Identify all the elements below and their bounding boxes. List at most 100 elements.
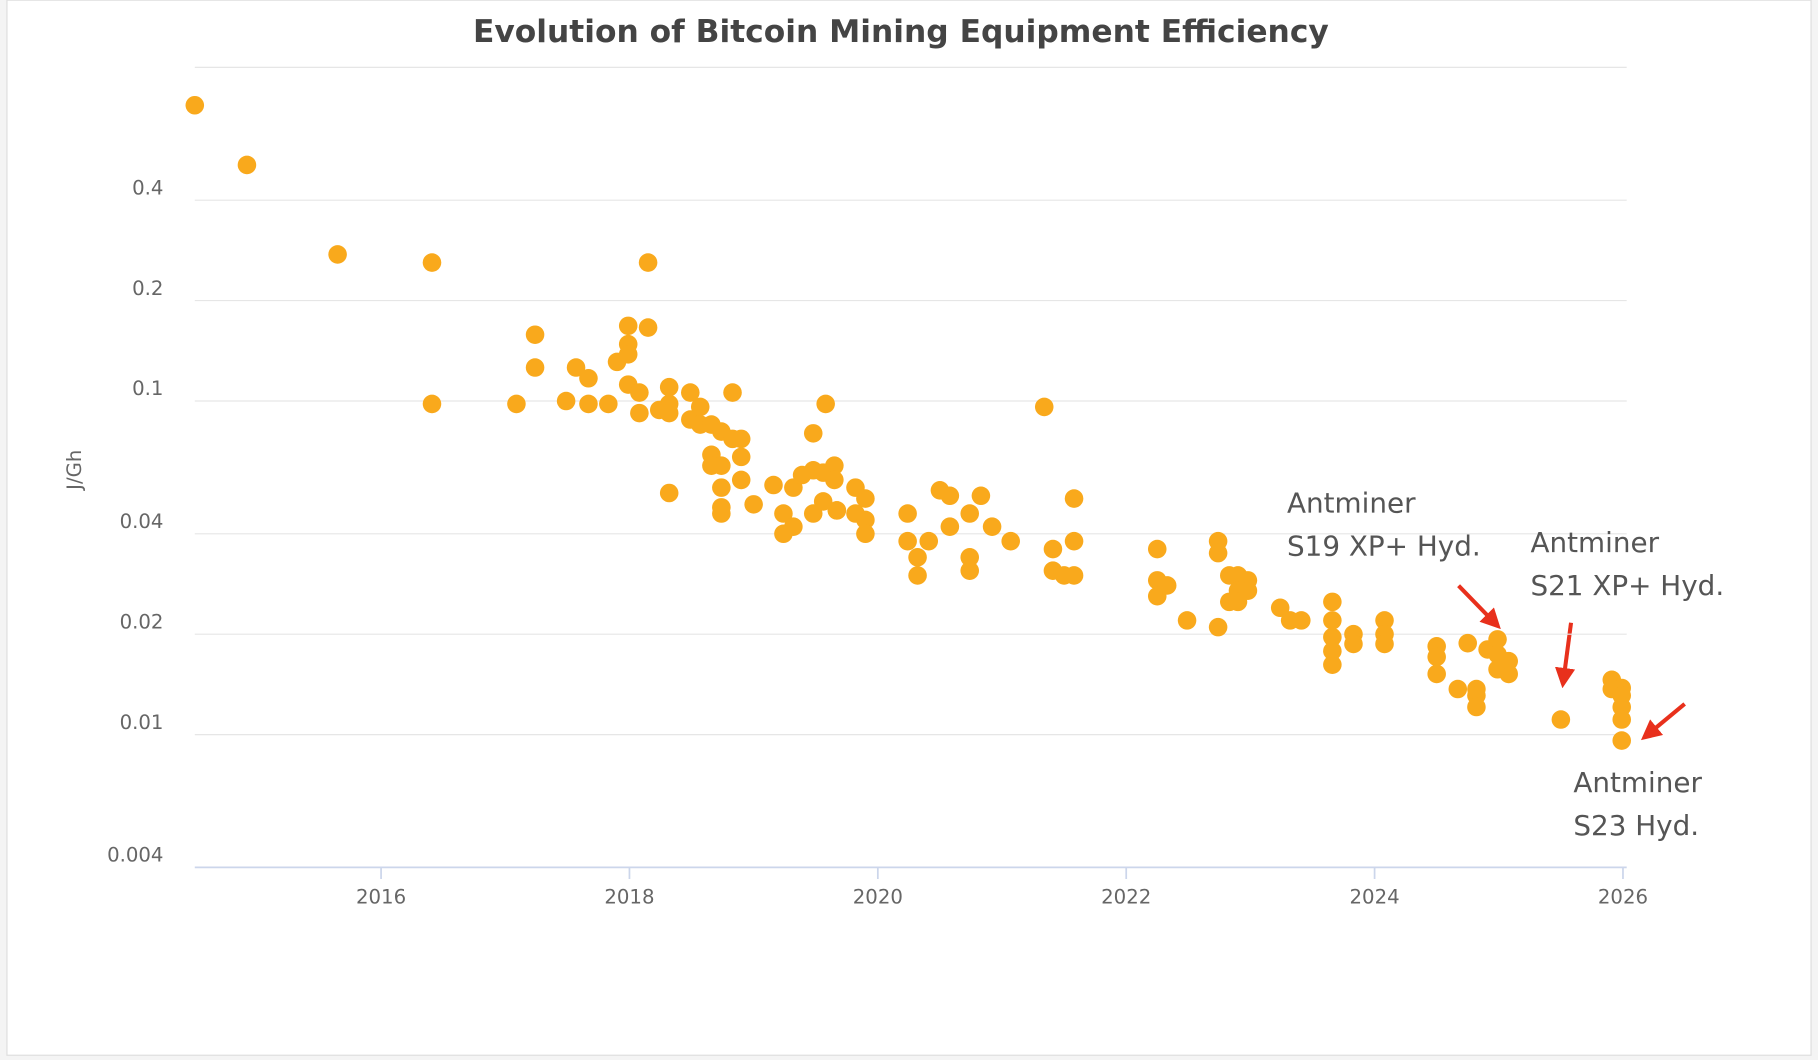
data-point [803,424,823,443]
data-point [579,368,598,388]
annotation: Antminer [1287,487,1416,520]
data-point [1344,634,1363,654]
data-point [638,253,658,272]
data-point [813,492,833,511]
data-point [898,504,917,523]
data-point [856,510,875,530]
data-point [1157,576,1177,595]
data-point [960,504,980,523]
data-point [1375,634,1394,654]
data-point [940,486,960,506]
data-point [1458,633,1478,653]
data-point [237,155,257,175]
data-point [825,456,844,475]
data-point [659,483,679,503]
data-point [659,377,679,397]
data-point [1427,647,1446,667]
data-point [1499,664,1518,684]
data-point [1238,581,1258,600]
data-point [507,394,526,414]
x-tick-label: 2020 [853,885,903,908]
data-point [1064,489,1084,508]
data-point [1323,592,1342,612]
y-tick-label: 0.004 [107,844,163,867]
data-point [1001,531,1020,551]
data-point [566,358,586,377]
data-point [712,456,731,475]
data-point [982,517,1002,536]
data-point [659,403,679,423]
data-point [827,501,847,520]
data-point [599,394,618,414]
y-tick-label: 0.02 [120,610,164,633]
chart-title: Evolution of Bitcoin Mining Equipment Ef… [473,14,1329,50]
data-point [731,429,751,449]
data-point [1043,539,1063,559]
arrow [1457,584,1501,630]
data-point [579,394,598,414]
y-tick-label: 0.01 [120,711,164,734]
data-point [1612,731,1632,750]
card [6,0,1812,1056]
data-point [723,383,742,402]
arrows [1457,584,1686,741]
x-tick-label: 2016 [356,885,406,908]
data-point [630,403,649,423]
data-point [1448,679,1468,699]
y-tick-label: 0.1 [132,377,163,400]
data-point [1551,710,1571,729]
annotation: S21 XP+ Hyd. [1530,569,1724,602]
annotation: S23 Hyd. [1573,809,1699,842]
data-point [618,316,638,336]
data-point [1270,598,1290,618]
data-point [1467,697,1486,717]
data-point [681,383,700,402]
data-point [712,504,731,523]
data-point [908,548,927,567]
data-point [1323,641,1342,661]
annotation: S19 XP+ Hyd. [1287,530,1481,563]
data-point [1034,397,1054,417]
data-point [856,489,875,508]
data-point [1427,664,1446,684]
data-point [744,495,763,514]
data-point [1208,543,1228,563]
data-point [731,447,751,467]
data-point [1612,710,1632,729]
data-point [856,524,875,544]
data-point [1323,655,1342,675]
data-point [971,486,991,506]
data-point [784,517,803,536]
x-tick-label: 2018 [604,885,654,908]
arrow [1554,622,1576,689]
data-point [328,245,347,264]
data-point [1177,611,1197,630]
data-point [731,470,751,490]
arrow [1640,702,1686,741]
x-tick-label: 2026 [1598,885,1648,908]
data-point [940,517,960,536]
data-point [960,561,980,580]
y-tick-label: 0.4 [132,176,163,199]
data-point [1499,651,1518,671]
data-point [618,345,638,364]
data-point [185,95,205,115]
data-point [1064,566,1084,585]
annotation: Antminer [1530,526,1659,559]
data-point [898,531,917,551]
x-tick-label: 2024 [1350,885,1400,908]
data-point [712,478,731,497]
data-point [1323,611,1342,630]
y-tick-label: 0.2 [132,277,163,300]
data-point [825,470,844,490]
data-point [525,325,545,345]
data-point [1064,531,1084,551]
data-point [1292,611,1311,630]
data-point [690,397,710,417]
x-tick-label: 2022 [1101,885,1151,908]
data-point [556,391,576,411]
data-point [1375,611,1394,630]
data-point [774,504,793,523]
data-point [764,475,783,495]
